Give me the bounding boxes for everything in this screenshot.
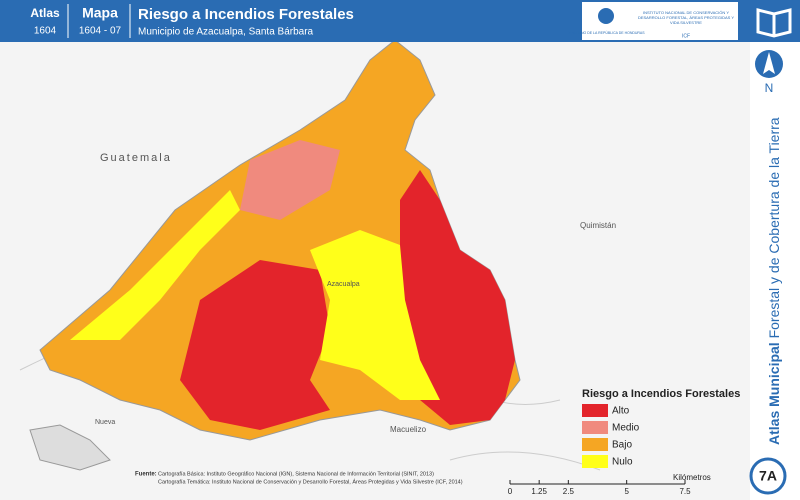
atlas-side-rest: Forestal y de Cobertura de la Tierra bbox=[766, 117, 782, 338]
source-line: Cartografía Temática: Instituto Nacional… bbox=[158, 478, 463, 485]
scale-tick-label: 5 bbox=[624, 487, 629, 496]
scale-tick-label: 0 bbox=[508, 487, 513, 496]
inset-map bbox=[29, 424, 111, 471]
zone-alto bbox=[180, 260, 330, 430]
logo-text: GOBIERNO DE LA REPÚBLICA DE HONDURAS bbox=[567, 31, 645, 35]
north-label: N bbox=[765, 81, 774, 95]
map-label: Mapa bbox=[82, 5, 118, 21]
subtitle: Municipio de Azacualpa, Santa Bárbara bbox=[138, 27, 314, 38]
scale-unit: Kilómetros bbox=[673, 473, 711, 482]
place-label: Quimistán bbox=[580, 221, 616, 230]
legend-swatch bbox=[582, 438, 608, 451]
legend: Alto Medio Bajo Nulo bbox=[582, 404, 640, 468]
atlas-side-title: Atlas Municipal Forestal y de Cobertura … bbox=[766, 117, 782, 445]
badge-label: 7A bbox=[759, 468, 777, 484]
source-line: Cartografía Básica: Instituto Geográfico… bbox=[158, 471, 434, 477]
zone-alto bbox=[400, 170, 515, 425]
place-label: Nueva bbox=[95, 419, 115, 426]
zone-nulo bbox=[310, 230, 440, 400]
zone-nulo bbox=[70, 190, 240, 340]
atlas-label: Atlas bbox=[30, 6, 60, 20]
legend-title: Riesgo a Incendios Forestales bbox=[582, 388, 740, 400]
scale-tick-label: 7.5 bbox=[679, 487, 691, 496]
place-label: Azacualpa bbox=[327, 281, 360, 288]
legend-label: Medio bbox=[612, 423, 640, 434]
logo-text-box: INSTITUTO NACIONAL DE CONSERVACIÓN Y DES… bbox=[637, 10, 735, 25]
legend-swatch bbox=[582, 404, 608, 417]
source-label: Fuente: bbox=[135, 472, 157, 478]
place-label: Guatemala bbox=[100, 152, 172, 164]
atlas-number: 1604 bbox=[34, 26, 57, 37]
logo-text: INSTITUTO NACIONAL DE CONSERVACIÓN Y DES… bbox=[637, 10, 735, 25]
scale-tick-label: 1.25 bbox=[531, 487, 547, 496]
legend-label: Nulo bbox=[612, 457, 633, 468]
book-icon bbox=[756, 8, 792, 38]
title: Riesgo a Incendios Forestales bbox=[138, 6, 354, 23]
map-number: 1604 - 07 bbox=[79, 26, 122, 37]
logo-acronym: ICF bbox=[682, 33, 690, 39]
scale-tick-label: 2.5 bbox=[563, 487, 575, 496]
atlas-side-bold: Atlas Municipal bbox=[766, 342, 782, 445]
legend-swatch bbox=[582, 421, 608, 434]
zone-medio bbox=[240, 140, 340, 220]
north-arrow bbox=[763, 52, 775, 74]
legend-label: Alto bbox=[612, 406, 630, 417]
scale-bar: 0 1.25 2.5 5 7.5 Kilómetros bbox=[508, 473, 711, 496]
legend-label: Bajo bbox=[612, 440, 632, 451]
logo-emblem bbox=[598, 8, 614, 24]
place-label: Macuelizo bbox=[390, 425, 427, 434]
legend-swatch bbox=[582, 455, 608, 468]
badge bbox=[749, 457, 787, 495]
